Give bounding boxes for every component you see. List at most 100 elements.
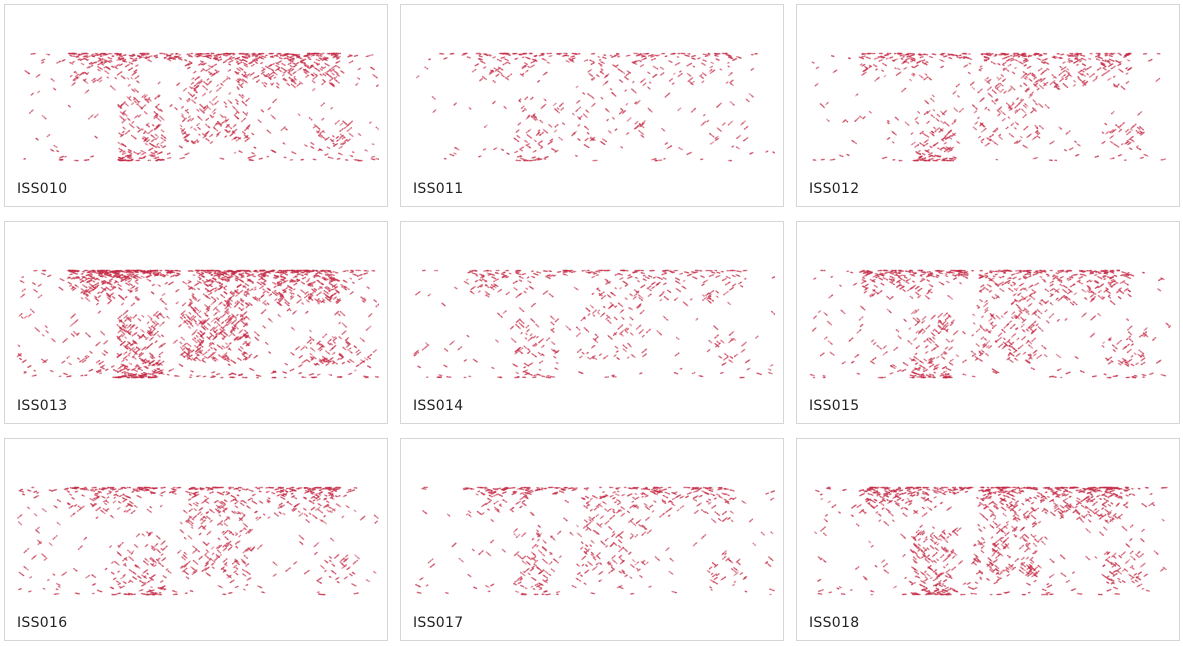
photo-dot — [347, 130, 349, 132]
photo-dot — [206, 106, 209, 109]
photo-dot — [326, 73, 329, 75]
photo-dot — [197, 77, 199, 79]
photo-dot — [370, 158, 372, 160]
photo-dot — [237, 68, 239, 70]
photo-dot — [228, 125, 230, 128]
photo-dot — [253, 52, 255, 55]
photo-dot — [338, 66, 340, 69]
photo-dot — [237, 80, 240, 82]
photo-dot — [180, 57, 182, 59]
photo-dot — [327, 153, 329, 155]
photo-dot — [192, 141, 194, 143]
photo-dot — [128, 129, 131, 132]
photo-dot — [148, 96, 151, 99]
photo-dot — [124, 152, 126, 154]
photo-dot — [73, 60, 76, 63]
photo-dot — [230, 60, 232, 63]
photo-dot — [267, 67, 270, 69]
photo-dot — [41, 114, 44, 117]
photo-dot — [122, 127, 125, 129]
photo-dot — [172, 56, 174, 59]
photo-dot — [274, 118, 277, 120]
photo-dot — [316, 68, 319, 71]
photo-dot — [502, 149, 504, 151]
photo-dot — [146, 123, 149, 126]
photo-dot — [237, 63, 240, 65]
photo-dot — [277, 63, 279, 65]
photo-dot — [527, 69, 529, 72]
photo-dot — [133, 97, 136, 99]
photo-dot — [34, 52, 37, 55]
photo-dot — [322, 129, 325, 132]
photo-dot — [312, 72, 315, 74]
photo-dot — [202, 55, 205, 58]
photo-dot — [212, 73, 215, 76]
photo-dot — [129, 157, 131, 159]
photo-dot — [265, 83, 268, 85]
photo-dot — [289, 59, 292, 62]
photo-dot — [373, 155, 376, 158]
photo-dot — [188, 119, 191, 121]
photo-dot — [212, 115, 215, 118]
photo-dot — [225, 60, 228, 62]
photo-dot — [159, 123, 162, 126]
photo-dot — [212, 110, 214, 113]
photo-dot — [322, 136, 325, 139]
photo-dot — [294, 152, 297, 155]
photo-dot — [229, 135, 231, 137]
photo-dot — [208, 68, 210, 70]
photo-dot — [205, 53, 208, 55]
photo-dot — [198, 81, 200, 83]
photo-dot — [353, 151, 355, 154]
photo-dot — [135, 65, 137, 67]
photo-dot — [237, 71, 240, 74]
photo-dot — [316, 126, 319, 128]
photo-dot — [227, 125, 230, 127]
photo-dot — [146, 138, 148, 140]
photo-dot — [229, 53, 231, 56]
photo-dot — [280, 53, 282, 55]
photo-dot — [208, 64, 210, 67]
photo-dot — [333, 136, 335, 138]
photo-dot — [133, 58, 135, 61]
photo-dot — [121, 149, 124, 152]
photo-dot — [189, 53, 191, 55]
photo-dot — [318, 70, 321, 72]
photo-dot — [100, 76, 102, 79]
photo-dot — [319, 58, 322, 61]
photo-dot — [210, 57, 212, 60]
photo-dot — [299, 81, 302, 84]
photo-dot — [336, 58, 339, 60]
photo-dot — [321, 119, 323, 121]
photo-dot — [246, 138, 249, 141]
photo-dot — [76, 55, 78, 58]
photo-dot — [342, 134, 344, 137]
photo-dot — [179, 124, 181, 126]
photo-dot — [216, 58, 218, 61]
photo-dot — [272, 74, 275, 77]
photo-dot — [232, 53, 235, 56]
photo-dot — [105, 66, 108, 69]
photo-dot — [145, 54, 147, 56]
photo-dot — [179, 58, 181, 60]
photo-dot — [331, 72, 333, 74]
photo-dot — [717, 137, 720, 140]
photo-dot — [55, 146, 58, 148]
photo-dot — [199, 54, 201, 57]
photo-dot — [213, 54, 215, 57]
photo-dot — [214, 128, 216, 130]
photo-dot — [313, 88, 316, 90]
photo-dot — [186, 152, 189, 155]
photo-dot — [133, 98, 136, 100]
photo-dot — [157, 82, 160, 85]
photo-dot — [143, 152, 145, 155]
photo-dot — [250, 156, 252, 158]
photo-dot — [372, 73, 374, 76]
photo-dot — [276, 82, 279, 85]
photo-dot — [154, 145, 156, 148]
photo-dot — [604, 54, 607, 56]
photo-dot — [100, 68, 103, 70]
photo-dot — [122, 57, 124, 60]
photo-dot — [118, 72, 121, 75]
photo-dot — [312, 78, 315, 80]
